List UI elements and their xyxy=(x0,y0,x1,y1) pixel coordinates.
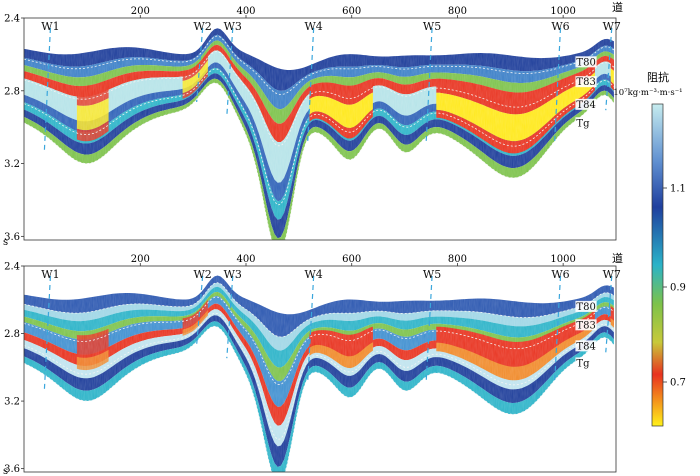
well-w7-trajectory xyxy=(605,27,613,111)
x-tick-label: 200 xyxy=(131,6,150,17)
horizon-t84-label: T84 xyxy=(576,341,595,352)
well-w2-trajectory xyxy=(196,27,204,103)
well-w7-trajectory xyxy=(605,275,613,353)
well-w3-label: W3 xyxy=(224,268,242,281)
upper-horizon-line xyxy=(24,35,615,96)
x-tick-label: 200 xyxy=(131,254,150,265)
y-tick-label: 3.6 xyxy=(4,232,20,243)
upper-panel-frame xyxy=(23,17,617,241)
lower-horizon-labels: T80 T83 T84 Tg xyxy=(575,300,597,369)
y-tick-label: 2.8 xyxy=(4,329,20,340)
well-w6-label: W6 xyxy=(551,20,569,33)
horizon-label-bg xyxy=(575,98,597,110)
upper-x-unit-label: 道 xyxy=(612,0,623,14)
y-tick-label: 2.4 xyxy=(4,14,20,25)
lower-section-fill xyxy=(24,266,616,472)
colorbar-gradient xyxy=(651,103,664,427)
x-tick-label: 800 xyxy=(448,254,467,265)
horizon-label-bg xyxy=(575,56,597,68)
horizon-t84-label: T84 xyxy=(576,100,595,111)
well-w1-trajectory xyxy=(43,275,52,390)
horizon-t83-label: T83 xyxy=(576,320,595,331)
well-w6-label: W6 xyxy=(551,268,569,281)
lower-texture xyxy=(24,266,616,472)
lower-well-markers: W1 W2 W3 W4 W5 W6 W7 xyxy=(41,268,621,390)
well-w2-label: W2 xyxy=(194,20,212,33)
well-w1-label: W1 xyxy=(41,268,59,281)
lower-horizon-line xyxy=(24,296,615,386)
lower-horizon-line xyxy=(24,282,615,338)
horizon-label-bg xyxy=(575,117,591,129)
x-tick-label: 1000 xyxy=(550,254,575,265)
lower-x-axis: 200 400 600 800 1000 xyxy=(131,254,576,266)
y-tick-label: 3.2 xyxy=(4,397,20,408)
well-w4-label: W4 xyxy=(305,20,323,33)
horizon-t80-label: T80 xyxy=(576,302,595,313)
upper-y-axis: 2.4 2.8 3.2 3.6 xyxy=(4,14,24,243)
y-tick-label: 2.4 xyxy=(4,262,20,273)
x-tick-label: 600 xyxy=(342,254,361,265)
well-w3-label: W3 xyxy=(224,20,242,33)
x-tick-label: 1000 xyxy=(550,6,575,17)
well-w1-label: W1 xyxy=(41,20,59,33)
horizon-t80-label: T80 xyxy=(576,57,595,68)
lower-panel: 200 400 600 800 1000 2.4 2.8 3.2 3.6 W1 W2 W3 W4 W5… xyxy=(3,251,623,476)
well-w4-label: W4 xyxy=(305,268,323,281)
upper-horizon-labels: T80 T83 T84 Tg xyxy=(575,56,597,129)
x-tick-label: 600 xyxy=(342,6,361,17)
upper-well-markers: W1 W2 W3 W4 W5 W6 W7 xyxy=(41,20,621,150)
horizon-t83-label: T83 xyxy=(576,77,595,88)
well-w5-label: W5 xyxy=(423,20,441,33)
upper-y-unit-label: s xyxy=(3,237,8,248)
well-w2-label: W2 xyxy=(194,268,212,281)
y-tick-label: 3.6 xyxy=(4,464,20,475)
x-tick-label: 400 xyxy=(236,6,255,17)
well-w3-trajectory xyxy=(226,27,234,117)
colorbar-tick-label: 0.9 xyxy=(670,283,686,294)
lower-y-axis: 2.4 2.8 3.2 3.6 xyxy=(4,262,24,475)
horizon-tg-label: Tg xyxy=(576,118,590,129)
upper-section-fill xyxy=(24,18,616,240)
well-w1-trajectory xyxy=(43,27,52,150)
colorbar-unit: 10⁷kg·m⁻³·m·s⁻¹ xyxy=(613,88,682,98)
well-w4-trajectory xyxy=(307,27,315,143)
horizon-label-bg xyxy=(575,357,591,369)
upper-panel: 200 400 600 800 1000 2.4 2.8 3.2 3.6 W1 W2 W3 W4 W5… xyxy=(3,0,623,248)
upper-horizon-line xyxy=(24,51,615,147)
x-tick-label: 800 xyxy=(448,6,467,17)
colorbar-tick-label: 1.1 xyxy=(670,184,686,195)
colorbar-tick-label: 0.7 xyxy=(670,378,686,389)
upper-x-axis: 200 400 600 800 1000 xyxy=(131,6,576,18)
well-w7-label: W7 xyxy=(603,20,621,33)
horizon-label-bg xyxy=(575,340,597,352)
well-w5-trajectory xyxy=(425,27,433,144)
upper-texture xyxy=(24,18,616,240)
well-w7-label: W7 xyxy=(603,268,621,281)
colorbar-ticks: 1.1 0.9 0.7 xyxy=(663,184,686,389)
x-tick-label: 400 xyxy=(236,254,255,265)
horizon-tg-label: Tg xyxy=(576,358,590,369)
upper-horizon-line xyxy=(24,68,615,206)
colorbar-title: 阻抗 xyxy=(647,70,669,84)
y-tick-label: 3.2 xyxy=(4,159,20,170)
y-tick-label: 2.8 xyxy=(4,86,20,97)
lower-y-unit-label: s xyxy=(3,466,8,476)
well-w5-label: W5 xyxy=(423,268,441,281)
upper-horizon-line xyxy=(24,82,615,240)
horizon-label-bg xyxy=(575,300,597,312)
lower-x-unit-label: 道 xyxy=(612,251,623,265)
horizon-label-bg xyxy=(575,76,597,88)
lower-panel-frame xyxy=(23,265,617,473)
well-w2-trajectory xyxy=(196,275,204,345)
well-w6-trajectory xyxy=(553,27,562,145)
colorbar: 阻抗 10⁷kg·m⁻³·m·s⁻¹ 1.1 0.9 0.7 xyxy=(613,70,686,427)
lower-horizon-line xyxy=(24,325,615,472)
well-w3-trajectory xyxy=(226,275,234,359)
horizon-label-bg xyxy=(575,319,597,331)
